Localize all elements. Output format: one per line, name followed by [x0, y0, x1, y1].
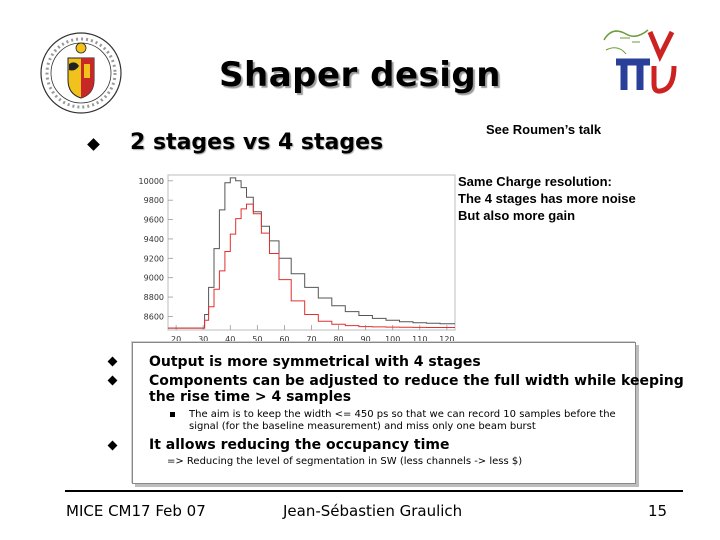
note-line: The 4 stages has more noise [458, 191, 636, 206]
series-line-2 [168, 203, 455, 329]
footer-rule [65, 490, 683, 492]
side-notes: Same Charge resolution: The 4 stages has… [458, 173, 636, 224]
y-tick-label: 8800 [144, 293, 164, 302]
bullet-icon [107, 440, 118, 451]
x-tick-label: 60 [279, 335, 289, 344]
sub-bullet-icon [170, 412, 175, 417]
footer-author: Jean-Sébastien Graulich [283, 502, 463, 520]
y-tick-label: 9000 [144, 274, 164, 283]
reference-note: See Roumen’s talk [486, 122, 602, 137]
x-tick-label: 40 [225, 335, 235, 344]
note-line: But also more gain [458, 208, 576, 223]
occupancy-note: => Reducing the level of segmentation in… [167, 456, 523, 467]
x-tick-label: 120 [439, 335, 454, 344]
bullet-occupancy: It allows reducing the occupancy time [149, 437, 450, 453]
x-tick-label: 80 [333, 335, 343, 344]
plot-svg: 8600 8800 9000 9200 9400 9600 9800 10000 20 30 40 5… [139, 174, 456, 344]
y-tick-label: 8600 [144, 312, 164, 321]
summary-box [132, 342, 636, 484]
y-tick-label: 9600 [144, 216, 164, 225]
page-number: 15 [648, 502, 668, 520]
x-tick-label: 90 [361, 335, 371, 344]
x-tick-label: 110 [412, 335, 427, 344]
sub-bullet-aim: The aim is to keep the width <= 450 ps s… [189, 409, 616, 433]
sub-bullet-aim-line2: signal (for the baseline measurement) an… [189, 421, 536, 432]
bullet-components-line2: the rise time > 4 samples [149, 389, 352, 405]
sub-bullet-aim-line1: The aim is to keep the width <= 450 ps s… [189, 409, 616, 420]
footer-event: MICE CM17 Feb 07 [66, 502, 206, 520]
x-tick-label: 20 [171, 335, 181, 344]
x-tick-label: 100 [385, 335, 400, 344]
university-logo [38, 30, 124, 116]
note-line: Same Charge resolution: [458, 174, 612, 189]
bullet-icon [107, 356, 118, 367]
bullet-components-line1: Components can be adjusted to reduce the… [149, 373, 684, 389]
y-tick-label: 9800 [144, 196, 164, 205]
waveform-plot: 8600 8800 9000 9200 9400 9600 9800 10000 20 30 40 5… [120, 170, 460, 362]
bullet-symmetry: Output is more symmetrical with 4 stages [149, 354, 481, 370]
bullet-icon [87, 138, 100, 151]
bullet-components: Components can be adjusted to reduce the… [149, 373, 684, 405]
series-line-1 [168, 177, 455, 329]
x-tick-label: 50 [252, 335, 262, 344]
slide-title: Shaper design [219, 55, 501, 95]
y-tick-label: 9200 [144, 254, 164, 263]
mice-logo [596, 22, 688, 106]
bullet-icon [107, 375, 118, 386]
y-tick-label: 9400 [144, 235, 164, 244]
y-tick-label: 10000 [139, 177, 164, 186]
x-tick-label: 30 [198, 335, 208, 344]
x-tick-label: 70 [306, 335, 316, 344]
plot-area [167, 174, 456, 331]
heading: 2 stages vs 4 stages [130, 130, 384, 155]
